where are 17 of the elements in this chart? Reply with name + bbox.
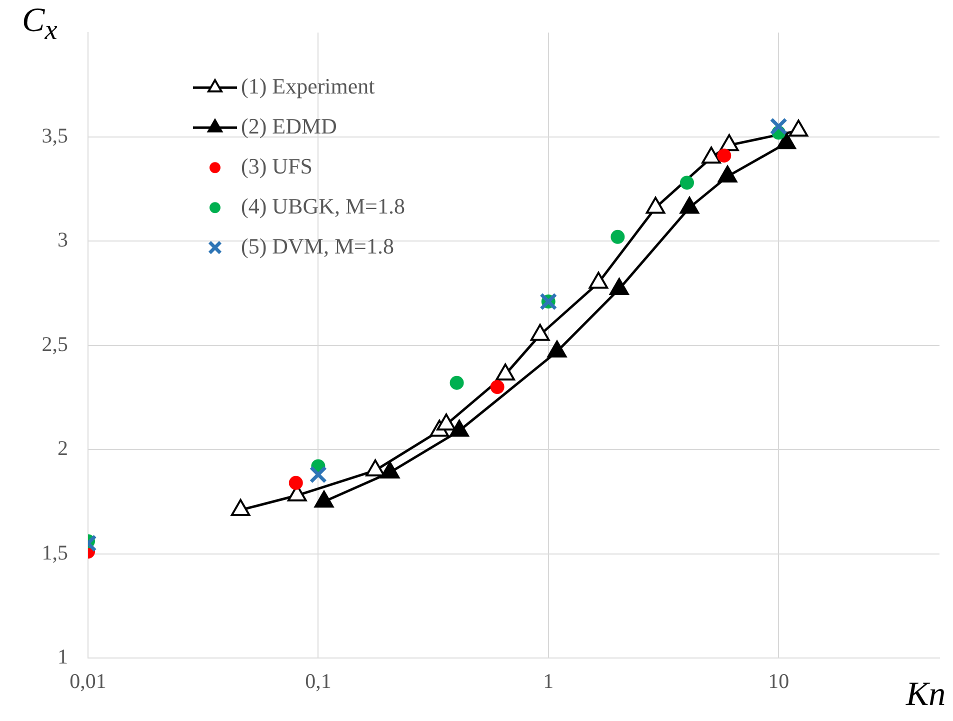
x-tick-label: 0,01 bbox=[70, 669, 106, 694]
legend-label: (5) DVM, M=1.8 bbox=[241, 233, 394, 258]
y-tick-label: 2,5 bbox=[42, 332, 68, 356]
y-axis-title: C$_{x}$ bbox=[22, 2, 58, 47]
x-tick-label: 1 bbox=[543, 669, 554, 694]
x-tick-label: 10 bbox=[768, 669, 790, 694]
y-tick-label: 2 bbox=[58, 436, 68, 460]
legend-label: (2) EDMD bbox=[241, 113, 337, 138]
x-axis-title: Kn bbox=[906, 676, 946, 714]
y-tick-label: 3,5 bbox=[42, 123, 68, 148]
legend-label: (1) Experiment bbox=[241, 73, 375, 98]
legend-label: (3) UFS bbox=[241, 153, 313, 178]
y-tick-label: 1,5 bbox=[42, 540, 68, 564]
legend-label: (4) UBGK, M=1.8 bbox=[241, 193, 405, 218]
x-tick-label: 0,1 bbox=[305, 669, 332, 694]
y-tick-label: 1 bbox=[58, 644, 68, 669]
y-tick-label: 3 bbox=[58, 228, 68, 252]
